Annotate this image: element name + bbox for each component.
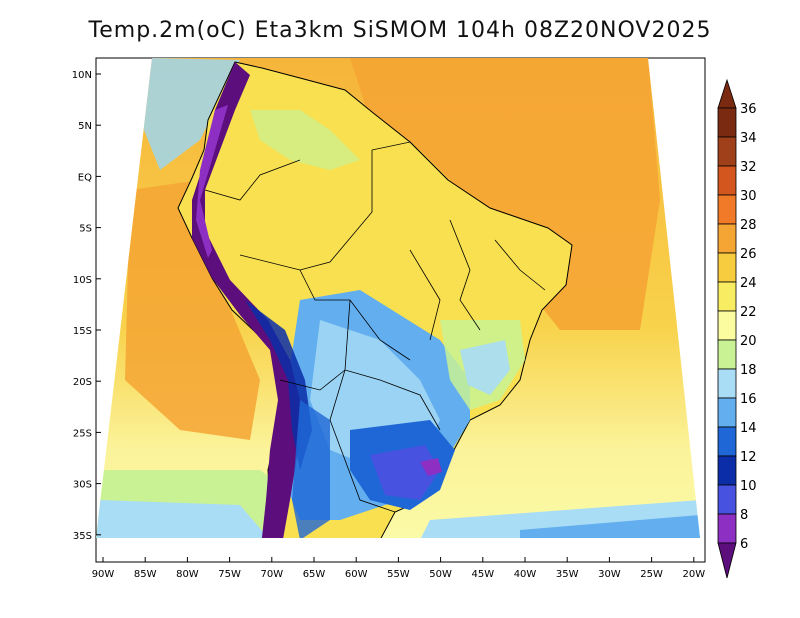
- rio-grande-cold: [370, 445, 440, 500]
- colorbar-segment: [717, 455, 737, 486]
- colorbar-segment: [717, 107, 737, 138]
- lon-tick-label: 25W: [640, 569, 663, 580]
- lon-tick-label: 85W: [134, 569, 157, 580]
- coldest-pocket: [420, 458, 442, 476]
- pacific-cool-region: [140, 58, 240, 170]
- field-layer: [96, 58, 700, 538]
- lon-tick-label: 90W: [92, 569, 115, 580]
- minas-cool-region: [460, 340, 510, 395]
- andes-cold-ridge: [192, 62, 300, 538]
- lat-tick-label: 5S: [79, 224, 92, 235]
- colorbar-label: 14: [740, 421, 757, 436]
- colorbar-label: 22: [740, 305, 757, 320]
- colorbar-segment: [717, 223, 737, 254]
- lon-tick-label: 60W: [345, 569, 368, 580]
- colorbar-segment: [717, 397, 737, 428]
- colorbar-segment: [717, 136, 737, 167]
- colorbar-segment: [717, 281, 737, 312]
- border-line: [371, 141, 449, 181]
- lon-tick-label: 65W: [303, 569, 326, 580]
- lon-tick-label: 70W: [260, 569, 283, 580]
- lon-tick-label: 80W: [176, 569, 199, 580]
- lat-tick-label: 35S: [73, 531, 92, 542]
- andes-north-ridge: [196, 105, 228, 258]
- lon-tick-label: 75W: [218, 569, 241, 580]
- lat-tick-label: 20S: [73, 377, 92, 388]
- colorbar-label: 34: [740, 131, 757, 146]
- colorbar-label: 36: [740, 102, 757, 117]
- colorbar-segment: [717, 194, 737, 225]
- colorbar-label: 24: [740, 276, 757, 291]
- colorbar-label: 16: [740, 392, 757, 407]
- atlantic-warm-region: [350, 58, 660, 330]
- colorbar-segment: [717, 165, 737, 196]
- country-borders: [204, 141, 546, 513]
- border-line: [409, 249, 441, 341]
- lon-tick-label: 55W: [387, 569, 410, 580]
- lon-tick-label: 50W: [429, 569, 452, 580]
- colorbar-segment: [717, 339, 737, 370]
- border-line: [204, 159, 301, 201]
- lat-tick-label: 10S: [73, 275, 92, 286]
- lon-tick-label: 20W: [682, 569, 705, 580]
- colorbar-label: 20: [740, 334, 757, 349]
- colorbar: 36 34 32 30 28 26 24 22 20 18 16 14 12 10 8 6: [717, 78, 757, 579]
- colorbar-segment: [717, 513, 737, 544]
- lat-tick-label: 5N: [78, 121, 92, 132]
- colorbar-label: 28: [740, 218, 757, 233]
- lat-tick-label: 25S: [73, 428, 92, 439]
- border-line: [279, 369, 346, 391]
- lat-tick-label: EQ: [78, 172, 92, 183]
- colorbar-label: 8: [740, 508, 748, 523]
- colorbar-segment: [717, 252, 737, 283]
- lon-tick-label: 35W: [556, 569, 579, 580]
- colorbar-segment: [717, 426, 737, 457]
- lat-tick-label: 15S: [73, 326, 92, 337]
- colorbar-segment: [717, 368, 737, 399]
- border-line: [494, 239, 546, 291]
- pacific-warm-region: [125, 180, 260, 440]
- lon-tick-label: 45W: [471, 569, 494, 580]
- guiana-highlands-mild: [250, 110, 360, 170]
- colorbar-label: 10: [740, 479, 757, 494]
- patagonia-cool: [292, 400, 330, 538]
- lon-tick-label: 40W: [514, 569, 537, 580]
- colorbar-label: 30: [740, 189, 757, 204]
- colorbar-bottom-arrow: [717, 542, 737, 579]
- colorbar-segment: [717, 310, 737, 341]
- border-line: [239, 150, 373, 271]
- colorbar-segment: [717, 484, 737, 515]
- lat-tick-label: 30S: [73, 480, 92, 491]
- colorbar-label: 6: [740, 537, 748, 552]
- colorbar-label: 12: [740, 450, 757, 465]
- map-title: Temp.2m(oC) Eta3km SiSMOM 104h 08Z20NOV2…: [88, 18, 712, 43]
- border-line: [344, 299, 441, 431]
- lat-tick-label: 10N: [72, 70, 92, 81]
- south-atlantic-colder: [520, 515, 700, 538]
- colorbar-label: 26: [740, 247, 757, 262]
- latitude-axis: 10N 5N EQ 5S 10S 15S 20S 25S 30S 35S: [72, 70, 101, 542]
- lon-tick-label: 30W: [598, 569, 621, 580]
- border-line: [449, 219, 481, 331]
- andes-foothills: [245, 300, 312, 470]
- longitude-axis: 90W 85W 80W 75W 70W 65W 60W 55W 50W 45W 40W 35W 30W 2…: [92, 557, 705, 580]
- border-line: [329, 369, 396, 513]
- colorbar-label: 32: [740, 160, 757, 175]
- colorbar-label: 18: [740, 363, 757, 378]
- colorbar-top-arrow: [717, 78, 737, 109]
- south-pacific-cool: [96, 500, 270, 538]
